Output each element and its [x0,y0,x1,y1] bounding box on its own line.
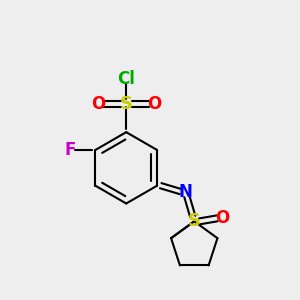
Text: N: N [178,183,192,201]
Text: O: O [91,95,105,113]
Text: F: F [64,141,76,159]
Text: O: O [215,209,230,227]
Text: S: S [120,95,133,113]
Text: Cl: Cl [117,70,135,88]
Text: O: O [147,95,162,113]
Text: S: S [188,212,201,230]
